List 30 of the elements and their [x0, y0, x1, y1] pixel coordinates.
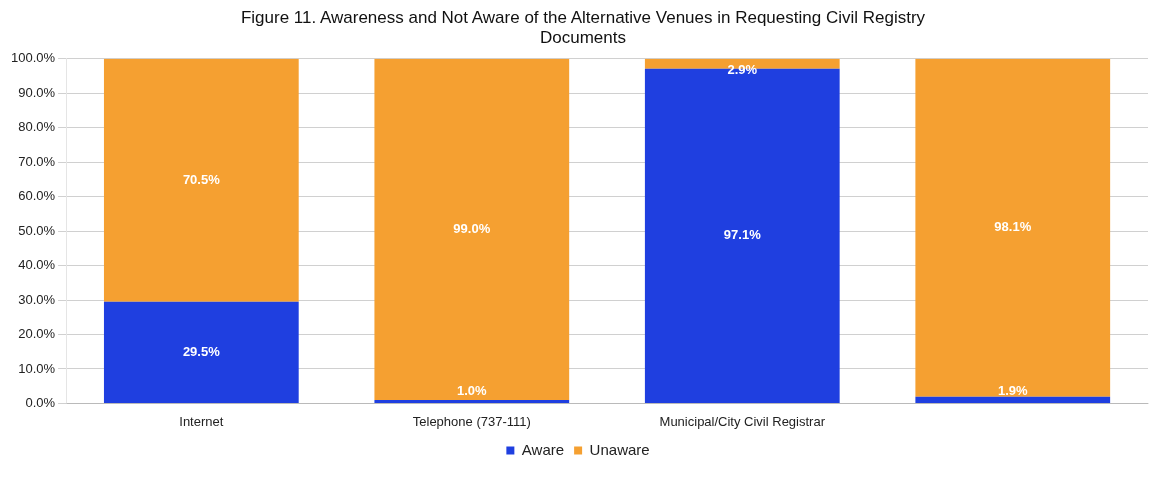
y-tick-label: 70.0% [18, 153, 56, 169]
x-tick-label: Municipal/City Civil Registrar [659, 413, 826, 429]
data-label: 29.5% [182, 343, 221, 359]
chart-title: Figure 11. Awareness and Not Aware of the Alternative Venues in Requesting Civil Registry Documents [239, 8, 927, 48]
x-tick-label: Telephone (737-111) [412, 413, 531, 429]
data-label: 1.0% [456, 382, 488, 398]
data-label: 1.9% [997, 382, 1029, 398]
y-tick-label: 100.0% [11, 50, 56, 66]
legend-label: Aware [521, 440, 565, 458]
y-tick-label: 40.0% [18, 257, 56, 273]
data-label: 98.1% [994, 219, 1032, 235]
bar [103, 301, 299, 403]
data-label: 70.5% [182, 171, 221, 187]
y-tick-label: 80.0% [18, 119, 56, 135]
y-tick-label: 30.0% [18, 291, 56, 307]
y-tick-label: 0.0% [25, 394, 56, 410]
x-tick-label: Internet [179, 413, 224, 429]
y-tick-label: 90.0% [18, 84, 56, 100]
y-tick-label: 60.0% [18, 188, 56, 204]
bar [103, 58, 299, 302]
bar [374, 58, 570, 400]
bar [374, 399, 570, 403]
data-label: 97.1% [723, 227, 762, 243]
y-tick-label: 50.0% [18, 222, 56, 238]
bar [915, 58, 1111, 397]
legend-label: Unaware [589, 440, 650, 458]
data-label: 99.0% [453, 220, 491, 236]
y-tick-label: 10.0% [18, 360, 56, 376]
bar [915, 396, 1111, 403]
y-tick-label: 20.0% [18, 326, 56, 342]
